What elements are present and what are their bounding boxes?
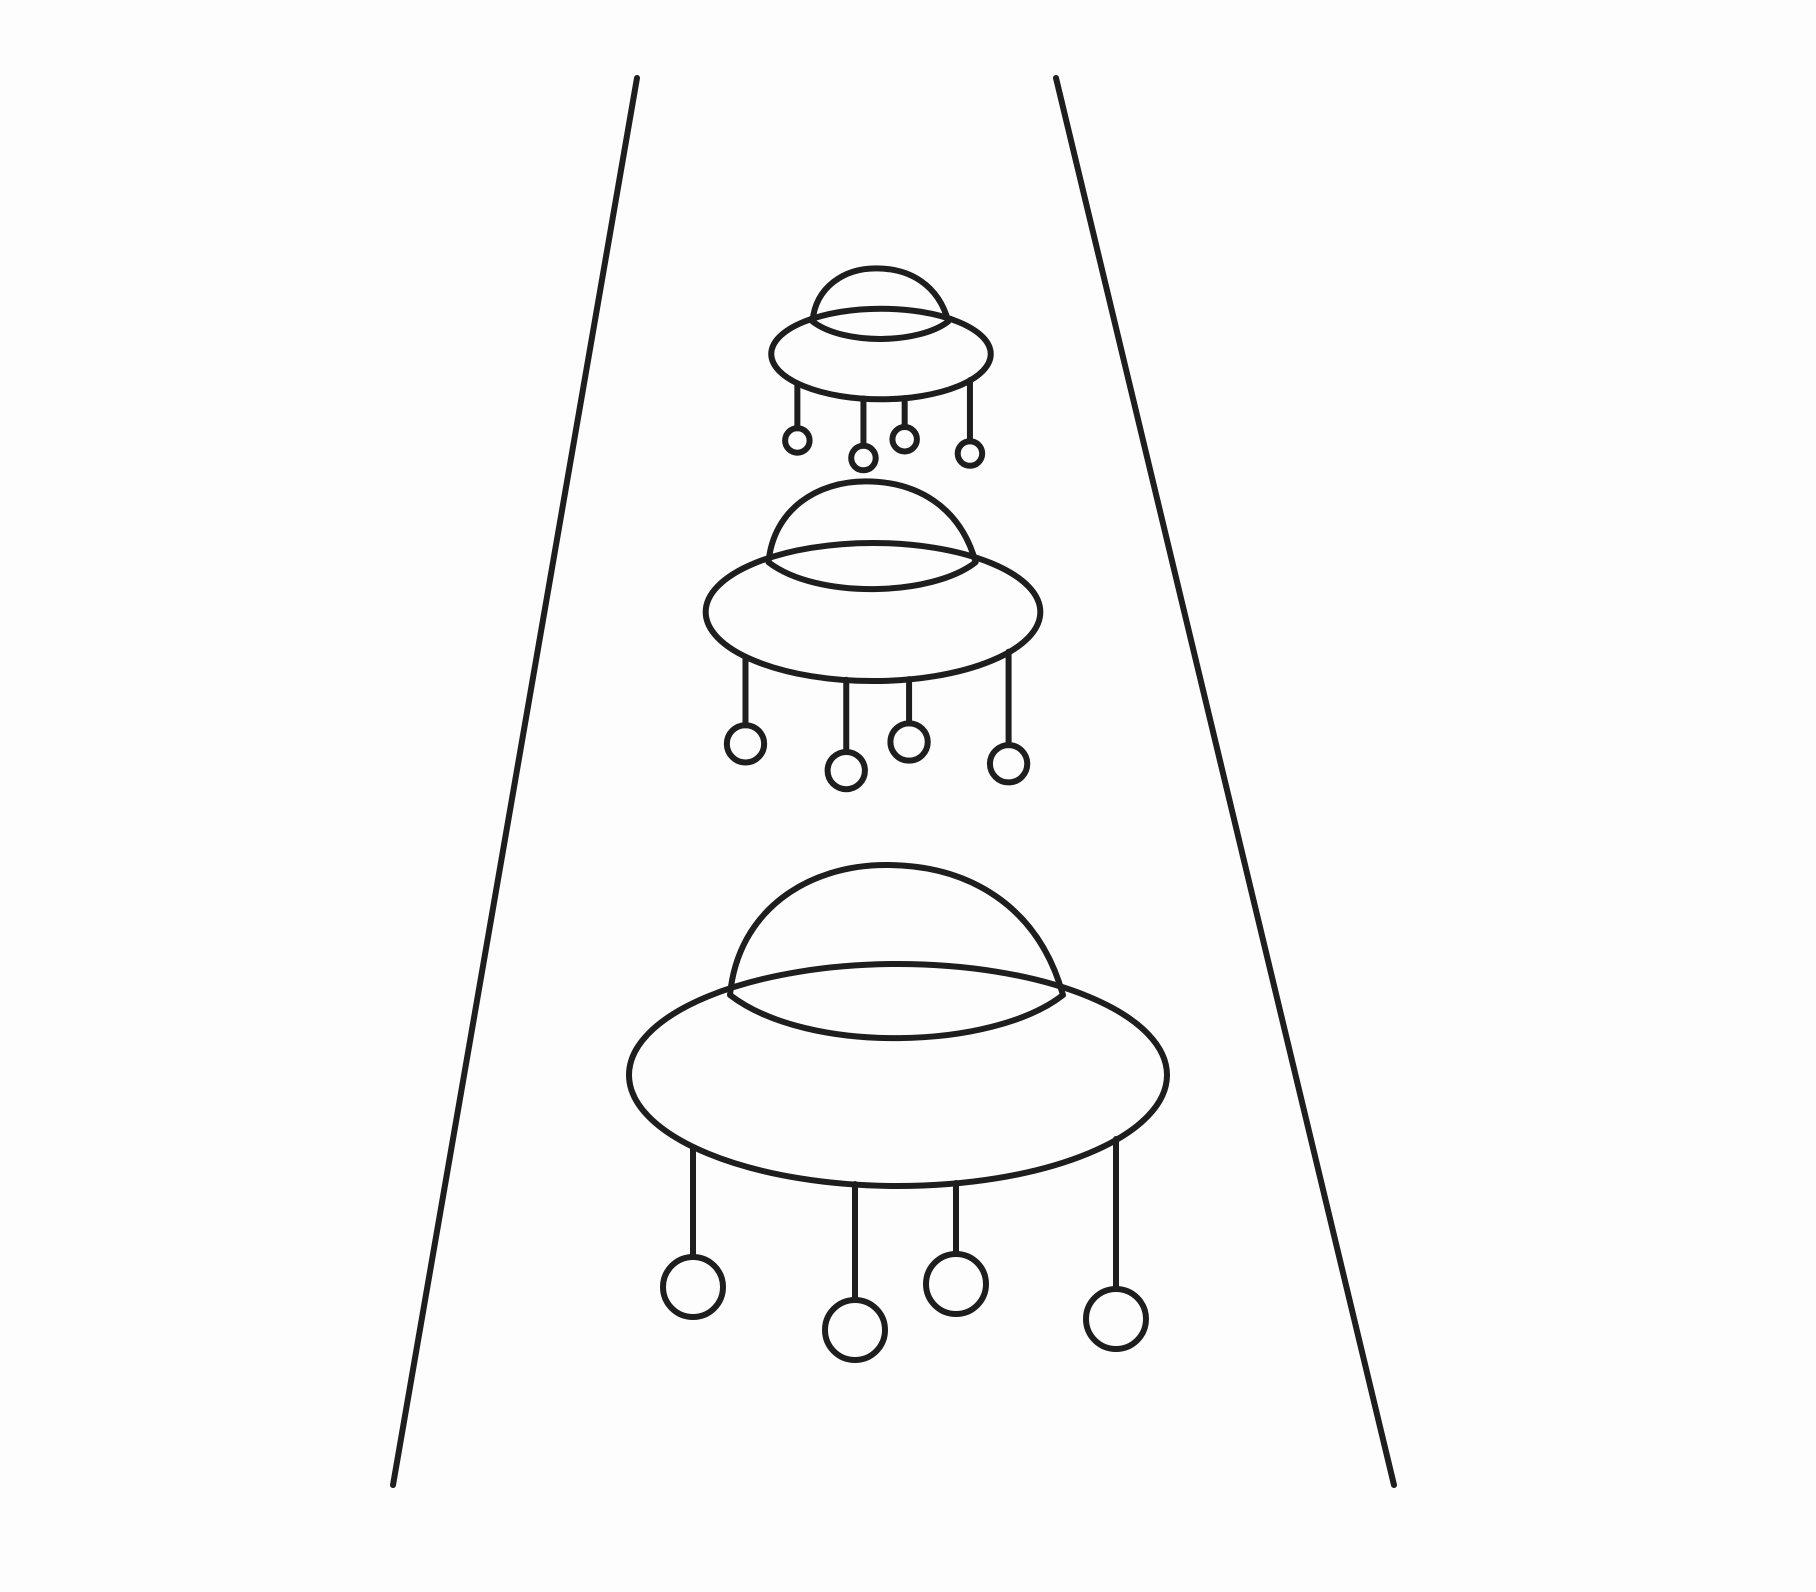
saucer-foot xyxy=(887,720,931,764)
saucer-foot xyxy=(723,722,768,766)
saucer-foot xyxy=(824,748,868,793)
saucer-dome xyxy=(809,265,952,342)
saucer-disc xyxy=(626,961,1170,1189)
left-road-line xyxy=(390,75,640,1488)
saucer-foot xyxy=(822,1297,888,1363)
saucer-dome xyxy=(727,862,1066,1042)
saucer-dome xyxy=(765,478,979,593)
saucer-foot xyxy=(1083,1286,1149,1352)
ufo-large xyxy=(626,862,1170,1363)
right-road-line xyxy=(1053,75,1397,1488)
saucer-foot xyxy=(660,1254,726,1320)
ufo-small xyxy=(768,265,994,474)
saucer-foot xyxy=(782,425,813,456)
ufo-medium xyxy=(702,478,1044,793)
saucer-foot xyxy=(954,438,986,469)
saucer-disc xyxy=(768,305,994,403)
saucer-foot xyxy=(923,1251,989,1317)
saucer-foot xyxy=(848,442,879,474)
saucer-foot xyxy=(986,742,1031,786)
saucer-disc xyxy=(702,539,1044,685)
saucer-foot xyxy=(889,424,920,455)
